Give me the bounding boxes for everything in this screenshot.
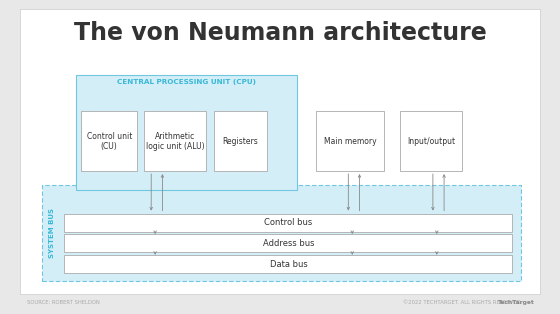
Bar xyxy=(316,111,384,171)
Bar xyxy=(81,111,137,171)
Text: Control unit
(CU): Control unit (CU) xyxy=(86,132,132,151)
Bar xyxy=(144,111,206,171)
Bar xyxy=(64,255,512,273)
Text: SOURCE: ROBERT SHELDON: SOURCE: ROBERT SHELDON xyxy=(27,300,100,305)
Bar xyxy=(64,214,512,232)
Text: Arithmetic
logic unit (ALU): Arithmetic logic unit (ALU) xyxy=(146,132,204,151)
Text: The von Neumann architecture: The von Neumann architecture xyxy=(73,21,487,45)
FancyBboxPatch shape xyxy=(20,9,540,294)
Text: Data bus: Data bus xyxy=(269,260,307,268)
Bar xyxy=(76,75,297,190)
Text: TechTarget: TechTarget xyxy=(498,300,535,305)
Bar xyxy=(400,111,462,171)
Text: CENTRAL PROCESSING UNIT (CPU): CENTRAL PROCESSING UNIT (CPU) xyxy=(116,79,256,85)
Text: Main memory: Main memory xyxy=(324,137,376,146)
Text: Input/output: Input/output xyxy=(407,137,455,146)
Text: Control bus: Control bus xyxy=(264,218,312,227)
Bar xyxy=(214,111,267,171)
Text: SYSTEM BUS: SYSTEM BUS xyxy=(49,208,54,258)
Bar xyxy=(64,234,512,252)
Text: Registers: Registers xyxy=(223,137,258,146)
Text: ©2022 TECHTARGET. ALL RIGHTS RESERVED.: ©2022 TECHTARGET. ALL RIGHTS RESERVED. xyxy=(403,300,522,305)
Text: Address bus: Address bus xyxy=(263,239,314,248)
Bar xyxy=(42,185,521,281)
